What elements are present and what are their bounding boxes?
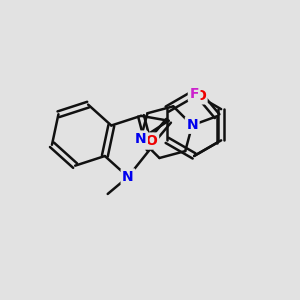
- Text: N: N: [122, 170, 134, 184]
- Text: N: N: [186, 118, 198, 132]
- Text: F: F: [189, 86, 199, 100]
- Text: O: O: [146, 134, 158, 148]
- Text: O: O: [194, 89, 206, 103]
- Text: N: N: [135, 132, 146, 146]
